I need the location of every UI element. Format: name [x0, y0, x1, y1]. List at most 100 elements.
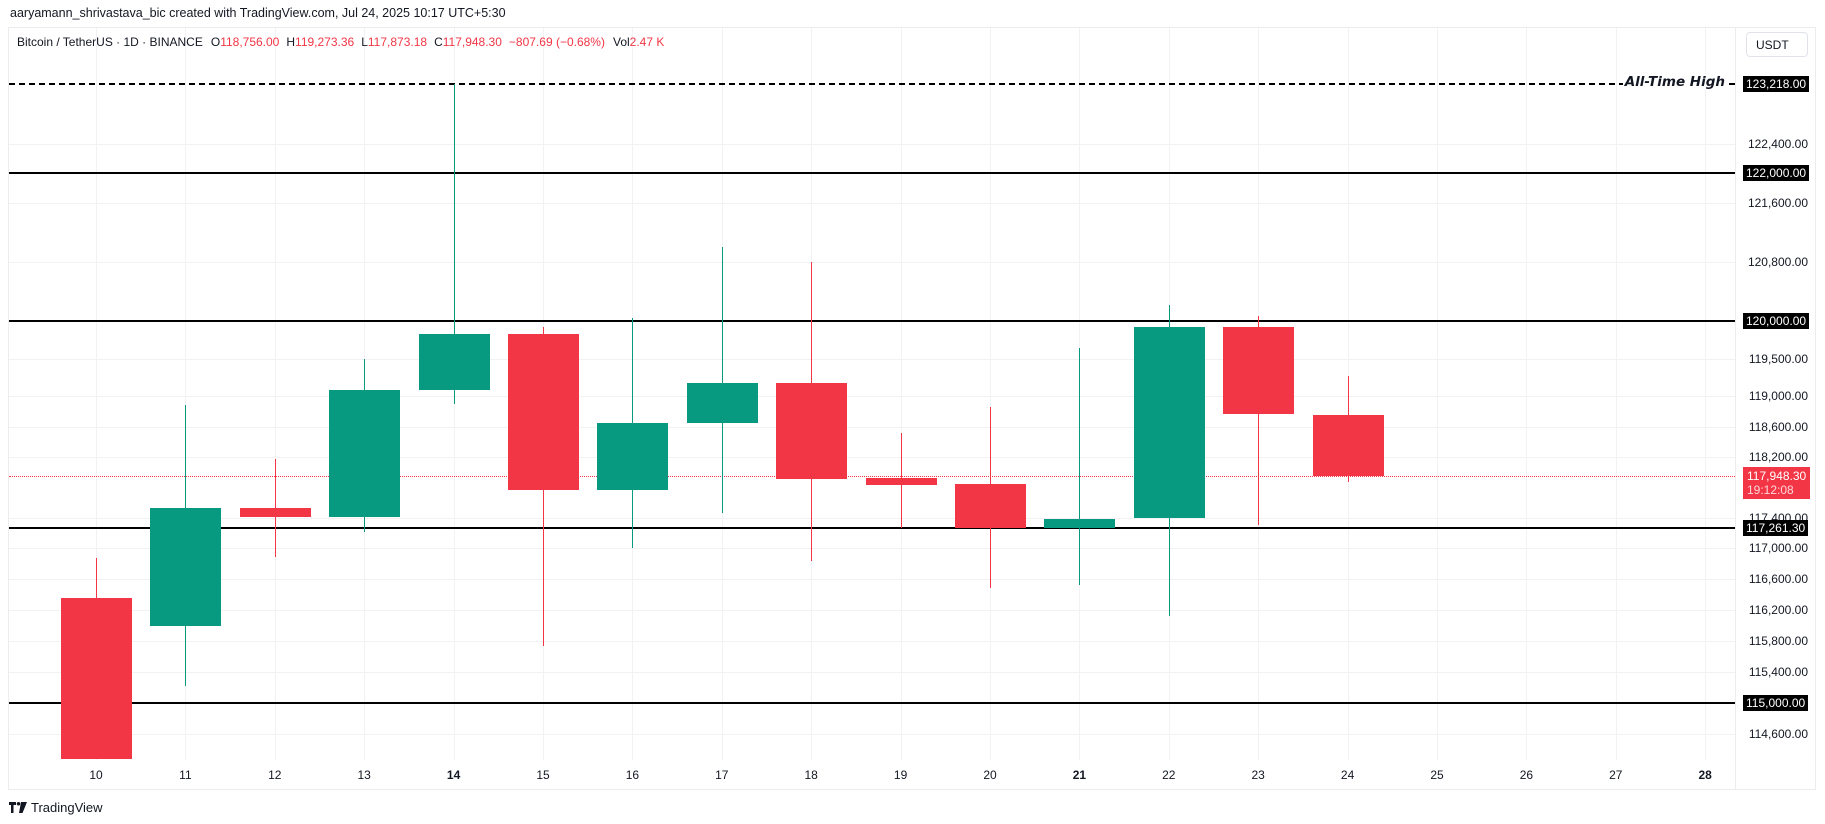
chart-plot-area[interactable]: All-Time High: [9, 28, 1735, 760]
candle-wick: [454, 84, 455, 404]
all-time-high-line[interactable]: [9, 83, 1735, 85]
candle-body[interactable]: [955, 484, 1026, 529]
grid-line-vertical: [901, 28, 902, 760]
symbol-legend: Bitcoin / TetherUS · 1D · BINANCE O 118,7…: [17, 35, 665, 49]
price-tick-label: 118,600.00: [1748, 419, 1808, 434]
time-tick-label: 22: [1162, 768, 1176, 782]
candle-wick: [275, 459, 276, 557]
open-value: 118,756.00: [220, 35, 280, 49]
price-tick-label: 122,400.00: [1747, 136, 1808, 151]
low-value: 117,873.18: [367, 35, 428, 49]
candle-body[interactable]: [866, 478, 937, 485]
support-resistance-line[interactable]: [9, 320, 1735, 322]
price-tick-label: 118,200.00: [1748, 449, 1808, 464]
time-tick-label: 20: [983, 768, 997, 782]
grid-line-horizontal: [9, 144, 1735, 145]
grid-line-horizontal: [9, 610, 1735, 611]
candle-body[interactable]: [776, 382, 847, 479]
change-value: −807.69 (−0.68%): [508, 35, 605, 49]
high-value: 119,273.36: [295, 35, 355, 49]
last-price-line: [9, 476, 1735, 477]
time-axis[interactable]: 10 11 12 13 14 15 16 17 18 19 20 21 22 23 24 25 26 27 28: [9, 760, 1735, 789]
grid-line-horizontal: [9, 518, 1735, 519]
chart-frame: [8, 27, 1816, 790]
price-tick-label: 114,600.00: [1748, 727, 1808, 742]
price-tick-label: 119,000.00: [1748, 389, 1808, 404]
grid-line-vertical: [1437, 28, 1438, 760]
support-resistance-line[interactable]: [9, 172, 1735, 174]
candle-wick: [722, 246, 723, 514]
time-tick-label: 27: [1609, 768, 1623, 782]
all-time-high-label: All-Time High: [1622, 74, 1727, 90]
grid-line-vertical: [275, 28, 276, 760]
price-tick-label: 120,800.00: [1747, 254, 1808, 269]
logo-text: TradingView: [31, 800, 103, 815]
price-tick-label: 115,400.00: [1748, 664, 1808, 679]
time-tick-label: 25: [1430, 768, 1444, 782]
grid-line-vertical: [990, 28, 991, 760]
grid-line-horizontal: [9, 641, 1735, 642]
time-tick-label: 21: [1072, 768, 1087, 782]
price-level-tag: 115,000.00: [1743, 694, 1809, 711]
price-level-tag: 120,000.00: [1743, 313, 1810, 330]
grid-line-horizontal: [9, 262, 1735, 263]
price-axis[interactable]: 122,400.00 121,600.00 120,800.00 119,500.00…: [1735, 28, 1816, 790]
grid-line-vertical: [185, 28, 186, 760]
candle-body[interactable]: [687, 382, 758, 423]
candle-body[interactable]: [508, 334, 579, 491]
grid-line-horizontal: [9, 548, 1735, 549]
candle-body[interactable]: [419, 334, 490, 391]
candle-body[interactable]: [240, 508, 311, 518]
price-level-tag: 117,261.30: [1743, 520, 1809, 537]
currency-button[interactable]: USDT: [1746, 32, 1808, 57]
time-tick-label: 18: [804, 768, 818, 782]
time-tick-label: 17: [715, 768, 729, 782]
bar-countdown: 19:12:08: [1747, 482, 1794, 497]
time-tick-label: 12: [268, 768, 282, 782]
grid-line-horizontal: [9, 734, 1735, 735]
tradingview-logo-icon: [9, 802, 27, 813]
price-level-tag: 122,000.00: [1743, 165, 1810, 182]
grid-line-horizontal: [9, 396, 1735, 397]
candle-body[interactable]: [1313, 414, 1384, 476]
candle-body[interactable]: [150, 508, 221, 627]
price-tick-label: 115,800.00: [1748, 633, 1808, 648]
price-level-tag: 123,218.00: [1743, 76, 1810, 92]
grid-line-vertical: [1616, 28, 1617, 760]
grid-line-horizontal: [9, 203, 1735, 204]
support-resistance-line[interactable]: [9, 702, 1735, 704]
time-tick-label: 24: [1340, 768, 1355, 782]
grid-line-vertical: [96, 28, 97, 760]
symbol-title[interactable]: Bitcoin / TetherUS · 1D · BINANCE: [17, 35, 203, 49]
price-tick-label: 117,000.00: [1748, 541, 1808, 556]
grid-line-horizontal: [9, 579, 1735, 580]
candle-body[interactable]: [1223, 326, 1294, 415]
support-resistance-line[interactable]: [9, 527, 1735, 529]
candle-body[interactable]: [329, 389, 400, 518]
grid-line-horizontal: [9, 457, 1735, 458]
time-tick-label: 10: [89, 768, 103, 782]
last-price-tag: 117,948.30 19:12:08: [1743, 466, 1811, 499]
grid-line-vertical: [1526, 28, 1527, 760]
time-tick-label: 13: [357, 768, 371, 782]
time-tick-label: 26: [1519, 768, 1534, 782]
chart-credit: aaryamann_shrivastava_bic created with T…: [10, 6, 506, 20]
candle-body[interactable]: [61, 597, 132, 759]
candle-body[interactable]: [1044, 519, 1115, 529]
time-tick-label: 19: [893, 768, 908, 782]
last-price-value: 117,948.30: [1747, 468, 1807, 483]
grid-line-horizontal: [9, 359, 1735, 360]
close-value: 117,948.30: [442, 35, 502, 49]
candle-body[interactable]: [1134, 326, 1205, 518]
volume-value: 2.47 K: [629, 35, 665, 49]
time-tick-label: 23: [1251, 768, 1265, 782]
tradingview-logo[interactable]: TradingView: [9, 800, 103, 815]
time-tick-label: 15: [536, 768, 550, 782]
price-tick-label: 116,600.00: [1748, 572, 1808, 587]
time-tick-label: 11: [179, 768, 192, 782]
time-tick-label: 16: [625, 768, 640, 782]
candle-wick: [1079, 348, 1080, 586]
candle-body[interactable]: [597, 422, 668, 491]
time-tick-label: 14: [446, 768, 461, 782]
grid-line-vertical: [1705, 28, 1706, 760]
